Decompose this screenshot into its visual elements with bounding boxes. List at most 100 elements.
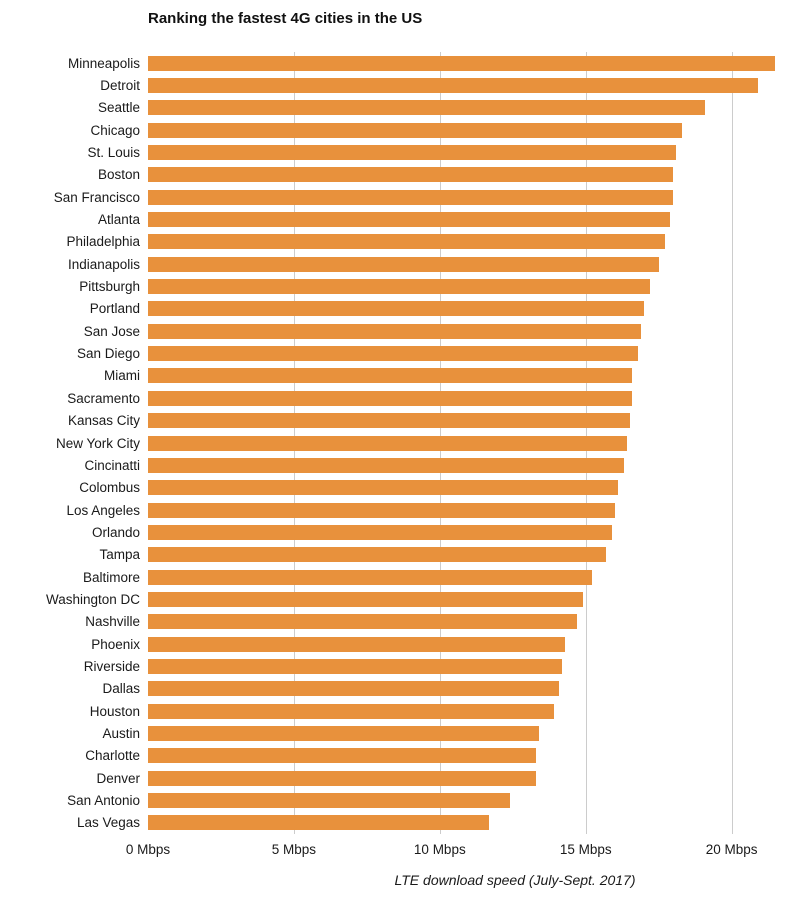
bar (148, 681, 560, 697)
bar-row: Baltimore (0, 566, 800, 588)
bar-area (148, 141, 800, 163)
category-label: Seattle (97, 100, 140, 116)
bar-row: Pittsburgh (0, 275, 800, 297)
bar-area (148, 566, 800, 588)
bar-area (148, 767, 800, 789)
category-label: Baltimore (82, 569, 140, 585)
bar (148, 323, 642, 339)
bar-area (148, 521, 800, 543)
bar-area (148, 611, 800, 633)
bar-row: Orlando (0, 521, 800, 543)
bar-area (148, 253, 800, 275)
bar (148, 234, 665, 250)
bar-area (148, 745, 800, 767)
category-label: Indianapolis (67, 256, 140, 272)
category-label: St. Louis (87, 145, 140, 161)
bar (148, 256, 659, 272)
bar-area (148, 342, 800, 364)
bar-row: Phoenix (0, 633, 800, 655)
category-label: Chicago (90, 122, 140, 138)
category-label: Washington DC (45, 591, 140, 607)
bar-row: San Diego (0, 342, 800, 364)
bar (148, 457, 624, 473)
bar (148, 368, 633, 384)
bar-area (148, 208, 800, 230)
category-label: Orlando (91, 524, 140, 540)
bar-area (148, 789, 800, 811)
bar (148, 100, 706, 116)
category-label: Charlotte (85, 748, 140, 764)
category-label: San Francisco (53, 189, 140, 205)
bar-row: Chicago (0, 119, 800, 141)
bar (148, 78, 758, 94)
bar-row: San Jose (0, 320, 800, 342)
category-label: Colombus (79, 480, 140, 496)
category-label: Riverside (83, 658, 140, 674)
bar-row: Los Angeles (0, 499, 800, 521)
bar-area (148, 499, 800, 521)
bar-row: San Antonio (0, 789, 800, 811)
category-label: San Jose (83, 323, 140, 339)
bar-area (148, 588, 800, 610)
category-label: San Diego (76, 346, 140, 362)
bar-area (148, 544, 800, 566)
category-label: Miami (104, 368, 140, 384)
bar-area (148, 320, 800, 342)
bar-area (148, 164, 800, 186)
bar (148, 793, 510, 809)
category-label: Dallas (102, 681, 140, 697)
category-label: Nashville (85, 614, 140, 630)
bar (148, 502, 615, 518)
bar-row: Seattle (0, 97, 800, 119)
bar-area (148, 700, 800, 722)
category-label: San Antonio (67, 793, 140, 809)
category-label: Los Angeles (66, 502, 140, 518)
bar-area (148, 655, 800, 677)
bar (148, 636, 566, 652)
bar (148, 189, 674, 205)
bar (148, 725, 540, 741)
bar-row: Washington DC (0, 588, 800, 610)
x-tick-label: 10 Mbps (413, 842, 466, 857)
bar-row: Houston (0, 700, 800, 722)
category-label: Austin (102, 725, 140, 741)
bar-area (148, 365, 800, 387)
bar (148, 658, 563, 674)
gridline (731, 52, 733, 834)
bar-area (148, 410, 800, 432)
bar (148, 346, 639, 362)
bar-row: Cincinatti (0, 454, 800, 476)
bar (148, 279, 650, 295)
bar (148, 524, 612, 540)
bar (148, 614, 577, 630)
x-axis-label: LTE download speed (July-Sept. 2017) (394, 872, 636, 888)
bar-area (148, 119, 800, 141)
bar-area (148, 722, 800, 744)
category-label: Tampa (99, 547, 140, 563)
bar-area (148, 74, 800, 96)
bar-row: Minneapolis (0, 52, 800, 74)
bar-row: San Francisco (0, 186, 800, 208)
bar-row: New York City (0, 432, 800, 454)
bar-area (148, 97, 800, 119)
category-label: Atlanta (97, 212, 140, 228)
category-label: Denver (96, 770, 140, 786)
bar-area (148, 52, 800, 74)
category-label: Cincinatti (84, 457, 140, 473)
bar-rows: Minneapolis Detroit Seattle Chicago St. Loui… (0, 52, 800, 834)
bar (148, 748, 537, 764)
category-label: Pittsburgh (79, 279, 140, 295)
bar-row: Sacramento (0, 387, 800, 409)
bar-row: St. Louis (0, 141, 800, 163)
bar (148, 435, 627, 451)
category-label: Minneapolis (67, 55, 140, 71)
bar (148, 145, 677, 161)
bar-row: Tampa (0, 544, 800, 566)
bar-row: Kansas City (0, 410, 800, 432)
bar-area (148, 298, 800, 320)
bar-row: Boston (0, 164, 800, 186)
bar-area (148, 477, 800, 499)
category-label: Phoenix (91, 636, 140, 652)
bar-row: Dallas (0, 678, 800, 700)
bar (148, 569, 592, 585)
